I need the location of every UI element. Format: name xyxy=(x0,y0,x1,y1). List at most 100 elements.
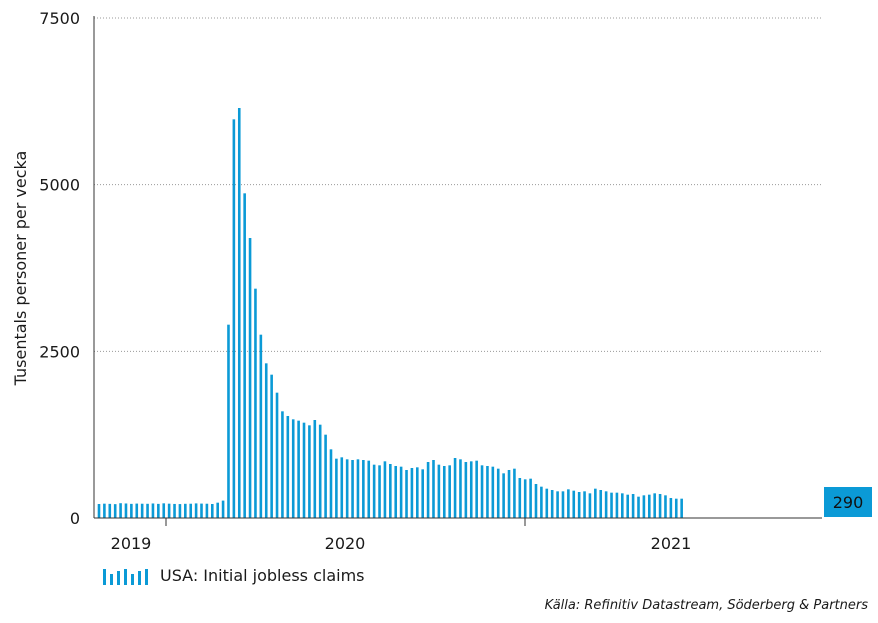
bar xyxy=(680,498,683,518)
bar xyxy=(200,503,203,518)
bar xyxy=(113,504,117,518)
bar xyxy=(329,449,333,518)
bar xyxy=(227,324,230,518)
bar xyxy=(189,503,193,518)
bar xyxy=(237,108,241,518)
source-note: Källa: Refinitiv Datastream, Söderberg &… xyxy=(544,598,868,613)
bar xyxy=(243,193,246,518)
bar xyxy=(442,466,446,518)
bar xyxy=(464,462,468,518)
bar xyxy=(108,503,112,518)
bar xyxy=(97,504,101,518)
legend: USA: Initial jobless claims xyxy=(102,566,365,585)
bar xyxy=(221,500,225,518)
bar xyxy=(604,491,608,518)
bar xyxy=(588,493,592,518)
bar xyxy=(615,492,619,518)
bar xyxy=(621,493,624,518)
bar xyxy=(302,422,306,518)
bar xyxy=(647,494,651,518)
bar xyxy=(610,492,613,518)
bar xyxy=(491,466,495,518)
bar xyxy=(167,503,171,518)
bar xyxy=(410,468,414,518)
bar xyxy=(275,392,279,518)
bar xyxy=(631,494,635,518)
bar xyxy=(453,458,457,518)
bar xyxy=(281,411,284,518)
bar xyxy=(664,495,667,518)
bar xyxy=(480,465,484,518)
bar xyxy=(513,468,516,518)
bar xyxy=(594,488,597,518)
bar xyxy=(432,460,435,518)
bar xyxy=(529,478,532,518)
bar xyxy=(572,490,576,518)
bar xyxy=(399,466,403,518)
legend-swatch-icon xyxy=(103,568,148,585)
bar xyxy=(291,419,295,518)
bar xyxy=(157,503,160,518)
last-value-badge: 290 xyxy=(824,487,872,517)
bar xyxy=(502,473,505,518)
bar xyxy=(318,424,322,518)
x-tick-label: 2019 xyxy=(111,534,152,553)
bar xyxy=(216,502,219,518)
bar xyxy=(378,465,381,518)
bar xyxy=(653,493,656,518)
bar xyxy=(556,491,559,518)
bar xyxy=(124,503,128,518)
bar xyxy=(345,459,349,518)
bar xyxy=(210,504,214,518)
bar xyxy=(151,503,155,518)
bar xyxy=(599,490,603,518)
bar xyxy=(518,478,522,518)
bar xyxy=(232,119,236,518)
bar xyxy=(426,462,430,518)
y-tick-label: 2500 xyxy=(39,342,80,361)
bar xyxy=(550,490,554,518)
bar xyxy=(270,374,273,518)
bar xyxy=(324,434,327,518)
bar xyxy=(469,461,473,518)
bar xyxy=(658,494,662,518)
legend-label: USA: Initial jobless claims xyxy=(160,566,365,585)
y-tick-label: 0 xyxy=(70,509,80,528)
bar xyxy=(567,489,570,518)
bar xyxy=(340,457,344,518)
x-tick-label: 2021 xyxy=(651,534,692,553)
bar xyxy=(362,460,365,518)
bar xyxy=(421,469,424,518)
y-tick-label: 5000 xyxy=(39,176,80,195)
bar xyxy=(561,491,565,518)
bar xyxy=(103,503,106,518)
bar xyxy=(205,503,209,518)
bar xyxy=(313,420,317,518)
bar xyxy=(308,425,311,518)
bar xyxy=(486,466,489,518)
x-tick-label: 2020 xyxy=(325,534,366,553)
bar xyxy=(389,464,392,518)
bar xyxy=(383,461,387,518)
bar xyxy=(545,488,549,518)
bar xyxy=(140,503,144,518)
bar xyxy=(119,503,122,518)
bar xyxy=(448,465,451,518)
bar xyxy=(162,503,166,518)
bar xyxy=(394,466,398,518)
bar xyxy=(173,503,176,518)
y-axis-title: Tusentals personer per vecka xyxy=(11,151,30,387)
bar xyxy=(507,470,511,518)
bar xyxy=(286,416,290,518)
bar xyxy=(356,459,360,518)
bar xyxy=(437,464,441,518)
bar xyxy=(669,498,673,518)
bar xyxy=(259,334,263,518)
bar xyxy=(405,470,408,518)
bar xyxy=(130,503,133,518)
bar xyxy=(194,503,198,518)
bar xyxy=(248,238,252,518)
bar xyxy=(642,495,646,518)
bar xyxy=(178,504,182,518)
